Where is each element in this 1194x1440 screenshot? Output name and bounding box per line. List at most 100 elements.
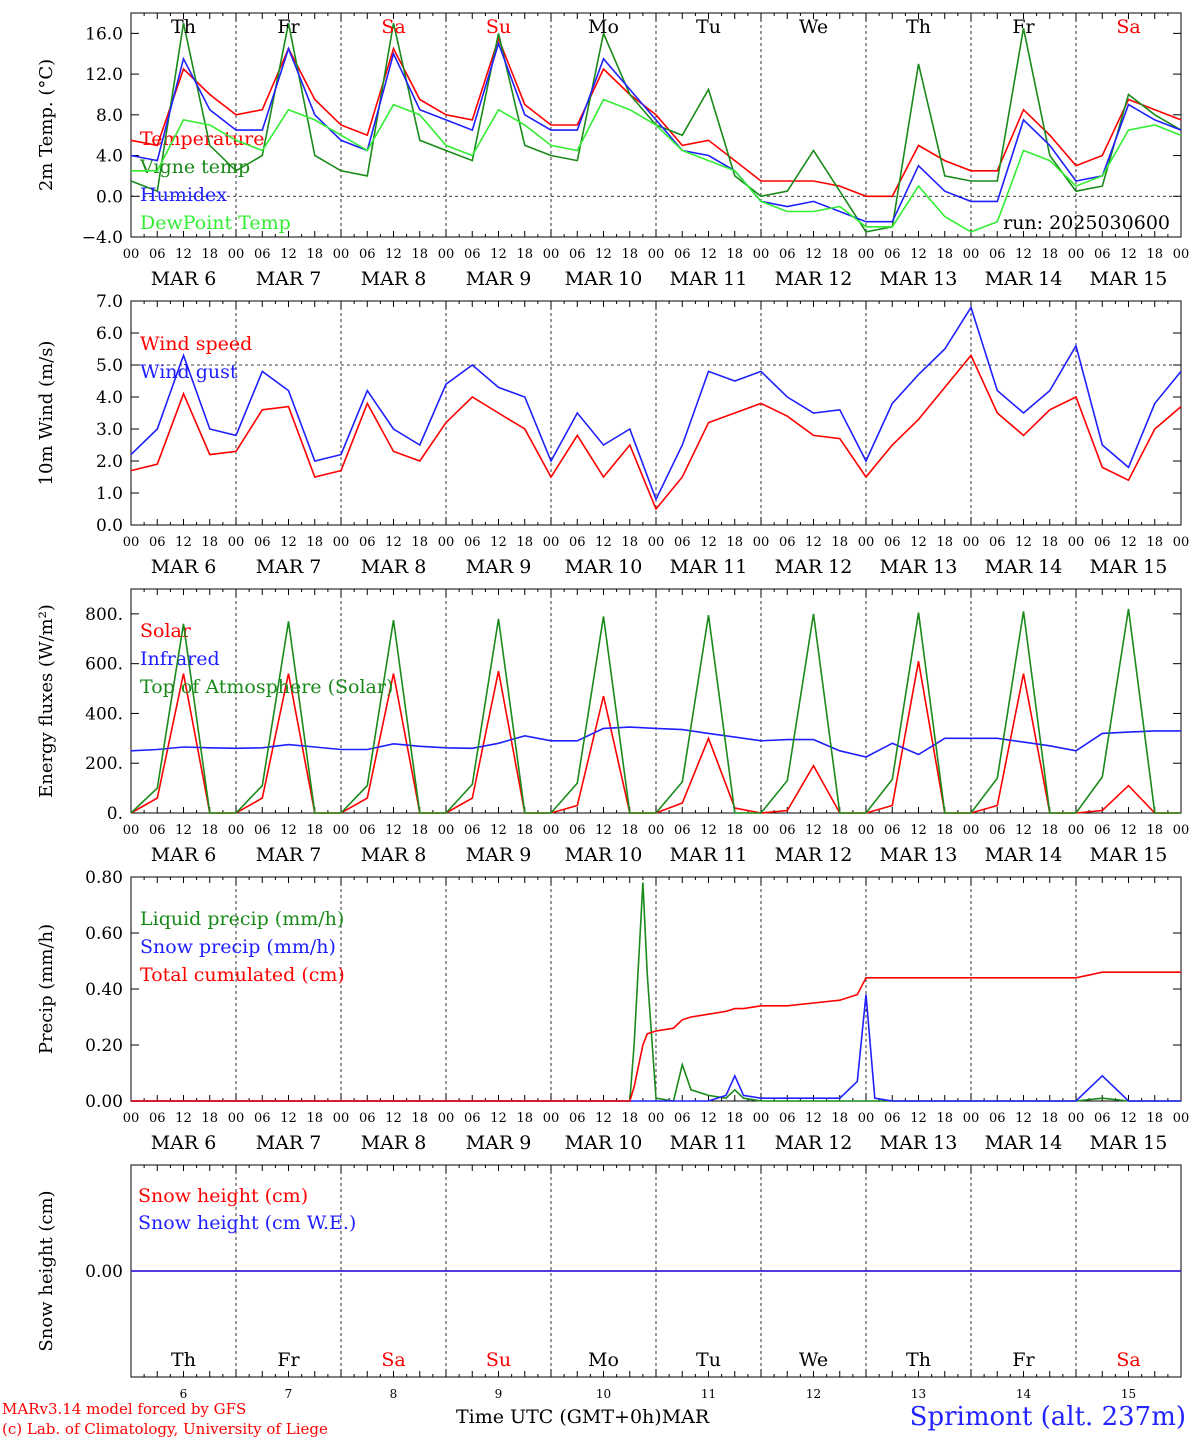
date-label: MAR 14: [985, 268, 1063, 290]
hour-label: 12: [910, 823, 927, 838]
hour-label: 06: [674, 1111, 691, 1126]
date-label: MAR 14: [985, 1132, 1063, 1154]
hour-label: 00: [333, 247, 350, 262]
date-label: MAR 9: [466, 268, 532, 290]
hour-label: 18: [726, 1111, 743, 1126]
y-axis-label: Precip (mm/h): [36, 924, 57, 1054]
hour-label: 12: [700, 1111, 717, 1126]
legend-label: Snow height (cm): [138, 1185, 308, 1207]
hour-label: 12: [910, 535, 927, 550]
hour-label: 18: [936, 1111, 953, 1126]
hour-label: 06: [884, 247, 901, 262]
hour-label: 18: [726, 823, 743, 838]
hour-label: 06: [779, 247, 796, 262]
hour-label: 12: [490, 823, 507, 838]
hour-label: 18: [726, 535, 743, 550]
hour-label: 18: [1146, 823, 1163, 838]
hour-label: 06: [779, 823, 796, 838]
hour-label: 00: [963, 1111, 980, 1126]
date-number-bottom: 11: [701, 1387, 716, 1401]
hour-label: 00: [123, 823, 140, 838]
date-label: MAR 12: [775, 556, 853, 578]
y-tick-label: 16.0: [85, 24, 123, 44]
hour-label: 12: [175, 247, 192, 262]
hour-label: 00: [438, 247, 455, 262]
hour-label: 18: [831, 1111, 848, 1126]
date-number-bottom: 15: [1121, 1387, 1136, 1401]
legend-label: Solar: [140, 620, 192, 642]
legend-label: Infrared: [140, 648, 220, 670]
date-label: MAR 15: [1090, 1132, 1168, 1154]
hour-label: 18: [1041, 1111, 1058, 1126]
hour-label: 12: [700, 247, 717, 262]
date-label: MAR 7: [256, 556, 322, 578]
date-label: MAR 11: [670, 268, 748, 290]
legend-label: Top of Atmosphere (Solar): [140, 676, 393, 698]
hour-label: 12: [1015, 535, 1032, 550]
hour-label: 06: [1094, 823, 1111, 838]
day-name-bottom: We: [799, 1349, 828, 1371]
day-name-bottom: Sa: [1116, 1349, 1140, 1371]
hour-label: 18: [516, 247, 533, 262]
hour-label: 18: [621, 535, 638, 550]
date-number-bottom: 6: [180, 1387, 188, 1401]
hour-label: 00: [543, 1111, 560, 1126]
hour-label: 00: [1173, 247, 1190, 262]
date-label: MAR 15: [1090, 268, 1168, 290]
date-label: MAR 9: [466, 1132, 532, 1154]
hour-label: 06: [884, 535, 901, 550]
hour-label: 06: [254, 535, 271, 550]
hour-label: 00: [123, 535, 140, 550]
hour-label: 06: [359, 535, 376, 550]
hour-label: 00: [228, 247, 245, 262]
hour-label: 06: [674, 823, 691, 838]
y-tick-label: 800.: [85, 605, 123, 625]
hour-label: 00: [543, 535, 560, 550]
hour-label: 06: [464, 247, 481, 262]
hour-label: 06: [149, 535, 166, 550]
hour-label: 18: [831, 823, 848, 838]
hour-label: 06: [359, 247, 376, 262]
y-tick-label: 7.0: [96, 292, 123, 312]
hour-label: 06: [674, 247, 691, 262]
hour-label: 18: [411, 823, 428, 838]
hour-label: 18: [1146, 247, 1163, 262]
day-name-bottom: Th: [171, 1349, 196, 1371]
date-label: MAR 7: [256, 268, 322, 290]
hour-label: 00: [1173, 1111, 1190, 1126]
hour-label: 12: [595, 247, 612, 262]
model-credit: MARv3.14 model forced by GFS: [2, 1400, 247, 1418]
hour-label: 00: [1068, 1111, 1085, 1126]
date-number-bottom: 7: [285, 1387, 293, 1401]
hour-label: 00: [123, 1111, 140, 1126]
y-tick-label: 6.0: [96, 324, 123, 344]
y-axis-label: Energy fluxes (W/m²): [36, 604, 57, 798]
hour-label: 00: [648, 247, 665, 262]
hour-label: 00: [753, 1111, 770, 1126]
hour-label: 00: [333, 1111, 350, 1126]
date-label: MAR 11: [670, 556, 748, 578]
date-label: MAR 12: [775, 1132, 853, 1154]
hour-label: 00: [543, 247, 560, 262]
hour-label: 12: [1120, 1111, 1137, 1126]
date-label: MAR 7: [256, 844, 322, 866]
date-label: MAR 6: [151, 268, 217, 290]
date-label: MAR 13: [880, 844, 958, 866]
day-name-top: Tu: [696, 16, 721, 38]
y-axis-label: 10m Wind (m/s): [36, 341, 57, 486]
day-name-top: We: [799, 16, 828, 38]
y-tick-label: 0.0: [96, 187, 123, 207]
hour-label: 00: [858, 1111, 875, 1126]
hour-label: 12: [1120, 823, 1137, 838]
hour-label: 18: [726, 247, 743, 262]
hour-label: 06: [464, 823, 481, 838]
hour-label: 12: [910, 247, 927, 262]
hour-label: 18: [201, 1111, 218, 1126]
hour-label: 12: [595, 1111, 612, 1126]
hour-label: 00: [963, 535, 980, 550]
hour-label: 12: [805, 1111, 822, 1126]
hour-label: 12: [700, 823, 717, 838]
hour-label: 18: [621, 1111, 638, 1126]
hour-label: 18: [516, 1111, 533, 1126]
hour-label: 18: [306, 535, 323, 550]
